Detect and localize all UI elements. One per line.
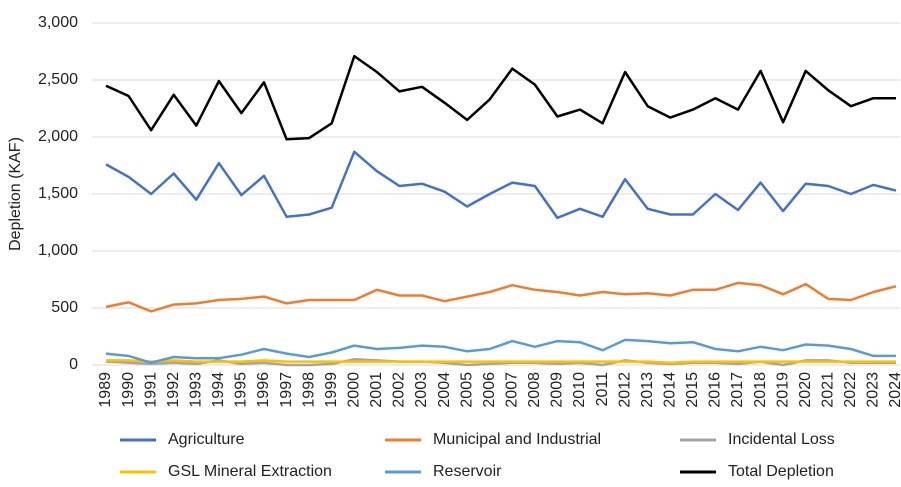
x-tick-label: 1995 — [233, 372, 250, 408]
y-tick-label: 3,000 — [38, 14, 78, 31]
x-tick-label: 1994 — [210, 372, 227, 408]
legend-label: Total Depletion — [728, 463, 834, 480]
series-line — [105, 150, 897, 220]
y-tick-label: 500 — [51, 299, 78, 316]
x-tick-label: 1996 — [255, 372, 272, 408]
x-tick-label: 2017 — [729, 372, 746, 408]
series-line — [105, 281, 897, 313]
legend-label: Reservoir — [433, 463, 502, 480]
legend-label: Incidental Loss — [728, 431, 835, 448]
x-tick-label: 2014 — [662, 372, 679, 408]
y-tick-label: 2,000 — [38, 128, 78, 145]
y-tick-label: 2,500 — [38, 71, 78, 88]
x-tick-label: 2015 — [684, 372, 701, 408]
x-tick-label: 2013 — [639, 372, 656, 408]
x-tick-label: 2019 — [774, 372, 791, 408]
legend-label: GSL Mineral Extraction — [168, 463, 332, 480]
y-tick-label: 1,000 — [38, 242, 78, 259]
x-tick-label: 2006 — [481, 372, 498, 408]
x-tick-label: 2012 — [616, 372, 633, 408]
x-tick-label: 2022 — [842, 372, 859, 408]
x-tick-label: 1997 — [278, 372, 295, 408]
x-tick-label: 2001 — [368, 372, 385, 408]
legend-label: Municipal and Industrial — [433, 431, 601, 448]
series-line — [105, 338, 896, 364]
x-tick-label: 2024 — [887, 372, 901, 408]
x-tick-label: 2003 — [413, 372, 430, 408]
x-tick-label: 1991 — [142, 372, 159, 408]
series-line — [105, 54, 896, 141]
x-tick-label: 2011 — [594, 372, 611, 407]
x-tick-label: 1993 — [188, 372, 205, 408]
x-tick-label: 1992 — [165, 372, 182, 408]
x-tick-label: 2007 — [504, 372, 521, 408]
x-tick-label: 2002 — [391, 372, 408, 408]
x-tick-label: 1999 — [323, 372, 340, 408]
x-tick-label: 2005 — [458, 372, 475, 408]
x-tick-label: 1998 — [300, 372, 317, 408]
x-tick-label: 2020 — [797, 372, 814, 408]
x-tick-label: 2010 — [571, 372, 588, 408]
x-tick-label: 2004 — [436, 372, 453, 408]
x-tick-label: 2009 — [549, 372, 566, 408]
x-tick-label: 2018 — [752, 372, 769, 408]
x-tick-label: 1990 — [120, 372, 137, 408]
y-tick-label: 1,500 — [38, 185, 78, 202]
x-tick-label: 2000 — [346, 372, 363, 408]
x-tick-label: 2016 — [707, 372, 724, 408]
x-tick-label: 2021 — [820, 372, 837, 408]
x-tick-label: 2023 — [865, 372, 882, 408]
legend-label: Agriculture — [168, 431, 245, 448]
series-line — [106, 359, 896, 364]
x-tick-label: 1989 — [97, 372, 114, 408]
y-axis-label: Depletion (KAF) — [7, 137, 24, 251]
x-tick-label: 2008 — [526, 372, 543, 408]
y-tick-label: 0 — [69, 356, 78, 373]
